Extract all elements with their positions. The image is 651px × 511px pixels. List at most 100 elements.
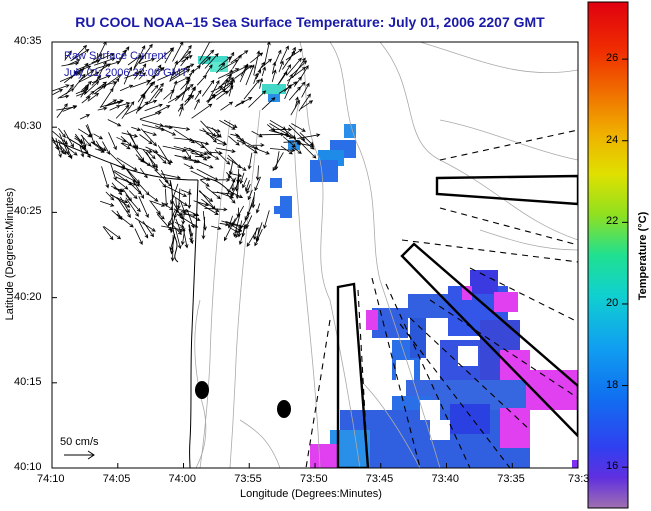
colorbar-tick-label: 18 bbox=[606, 378, 619, 391]
current-vector bbox=[228, 159, 234, 176]
current-vector bbox=[157, 145, 171, 166]
current-vector bbox=[207, 80, 220, 103]
current-vector bbox=[205, 133, 227, 145]
current-vector bbox=[198, 49, 215, 67]
current-vector bbox=[52, 89, 64, 95]
current-vector bbox=[64, 50, 72, 61]
y-axis-title: Latitude (Degrees:Minutes) bbox=[4, 187, 16, 321]
current-vector bbox=[301, 82, 310, 98]
current-vector bbox=[154, 88, 163, 99]
current-vector bbox=[176, 188, 181, 210]
current-vector bbox=[244, 200, 255, 221]
colorbar-tick-label: 24 bbox=[606, 133, 619, 146]
current-vector bbox=[175, 86, 191, 102]
current-vector bbox=[107, 99, 118, 106]
current-vector bbox=[286, 57, 302, 76]
current-vector bbox=[127, 55, 142, 66]
current-vector bbox=[100, 200, 115, 207]
current-vector bbox=[107, 119, 122, 127]
current-vector bbox=[164, 125, 191, 131]
current-vector bbox=[228, 51, 235, 63]
current-vector bbox=[226, 189, 244, 198]
legend-line-1: Raw Surface Current bbox=[64, 50, 167, 62]
current-vector bbox=[254, 228, 263, 247]
current-vector bbox=[266, 124, 276, 132]
current-vector bbox=[185, 68, 195, 85]
current-vector bbox=[175, 218, 182, 234]
current-vector bbox=[134, 228, 143, 245]
current-vector bbox=[149, 200, 161, 215]
scale-arrow bbox=[64, 450, 95, 460]
current-vector bbox=[58, 127, 66, 139]
current-vector bbox=[277, 64, 292, 86]
current-vector bbox=[242, 177, 248, 189]
current-vector bbox=[182, 158, 199, 164]
current-vector bbox=[72, 44, 88, 61]
y-tick-label: 40:30 bbox=[14, 120, 42, 133]
axis-ticks bbox=[51, 41, 579, 469]
x-tick-label: 74:05 bbox=[102, 473, 131, 485]
y-tick-label: 40:10 bbox=[14, 461, 42, 473]
colorbar-tick-label: 16 bbox=[606, 460, 619, 473]
current-vector bbox=[187, 188, 192, 210]
current-vector bbox=[246, 227, 259, 247]
y-tick-label: 40:25 bbox=[14, 205, 42, 218]
current-vector bbox=[172, 42, 184, 62]
x-tick-label: 74:10 bbox=[37, 473, 65, 485]
current-vector bbox=[141, 124, 166, 132]
current-vector bbox=[188, 224, 193, 242]
current-vector bbox=[269, 123, 289, 136]
current-vector bbox=[93, 81, 107, 92]
current-vector bbox=[253, 72, 259, 84]
current-vector bbox=[126, 130, 138, 149]
current-vector bbox=[234, 97, 253, 108]
current-vector bbox=[78, 71, 100, 83]
current-vector bbox=[194, 98, 200, 110]
current-vector bbox=[155, 170, 172, 187]
x-tick-label: 73:3 bbox=[568, 473, 590, 485]
current-vector bbox=[118, 101, 131, 107]
current-vector bbox=[91, 52, 115, 64]
x-tick-label: 73:55 bbox=[234, 473, 262, 485]
current-vector bbox=[87, 92, 100, 102]
current-vector bbox=[79, 114, 91, 120]
current-vector bbox=[146, 74, 156, 86]
current-vector bbox=[255, 69, 262, 80]
current-vector bbox=[205, 186, 221, 200]
current-vector bbox=[160, 173, 181, 180]
colorbar-gradient bbox=[587, 1, 629, 509]
current-vector bbox=[196, 74, 207, 86]
current-vector bbox=[199, 42, 212, 61]
x-tick-label: 73:40 bbox=[431, 473, 459, 485]
current-vector bbox=[116, 136, 127, 143]
current-vector bbox=[139, 111, 162, 120]
current-vector bbox=[128, 190, 138, 200]
current-vector bbox=[180, 79, 190, 90]
current-vector bbox=[264, 42, 271, 66]
current-vector bbox=[180, 228, 186, 246]
current-vector bbox=[102, 141, 110, 155]
current-vector bbox=[59, 133, 69, 156]
current-vector bbox=[288, 86, 301, 101]
current-vector bbox=[292, 57, 306, 79]
current-vector bbox=[252, 143, 265, 148]
current-vector bbox=[123, 66, 133, 85]
current-vector bbox=[142, 149, 158, 169]
current-vector bbox=[191, 103, 213, 119]
current-vector bbox=[231, 179, 235, 192]
current-vector bbox=[187, 86, 195, 103]
current-vector bbox=[144, 103, 163, 112]
current-vector bbox=[247, 152, 253, 170]
current-vector bbox=[254, 176, 261, 192]
current-vector bbox=[263, 210, 270, 230]
x-axis-title: Longitude (Degrees:Minutes) bbox=[240, 488, 382, 500]
x-tick-label: 73:50 bbox=[300, 473, 328, 485]
map-title: RU COOL NOAA–15 Sea Surface Temperature:… bbox=[75, 14, 545, 30]
current-vector bbox=[116, 213, 134, 228]
current-vector bbox=[167, 210, 176, 227]
current-vector bbox=[255, 222, 263, 242]
x-tick-label: 73:35 bbox=[497, 473, 525, 485]
current-vector bbox=[184, 149, 192, 160]
current-vector bbox=[195, 155, 212, 160]
current-vector bbox=[108, 132, 117, 151]
